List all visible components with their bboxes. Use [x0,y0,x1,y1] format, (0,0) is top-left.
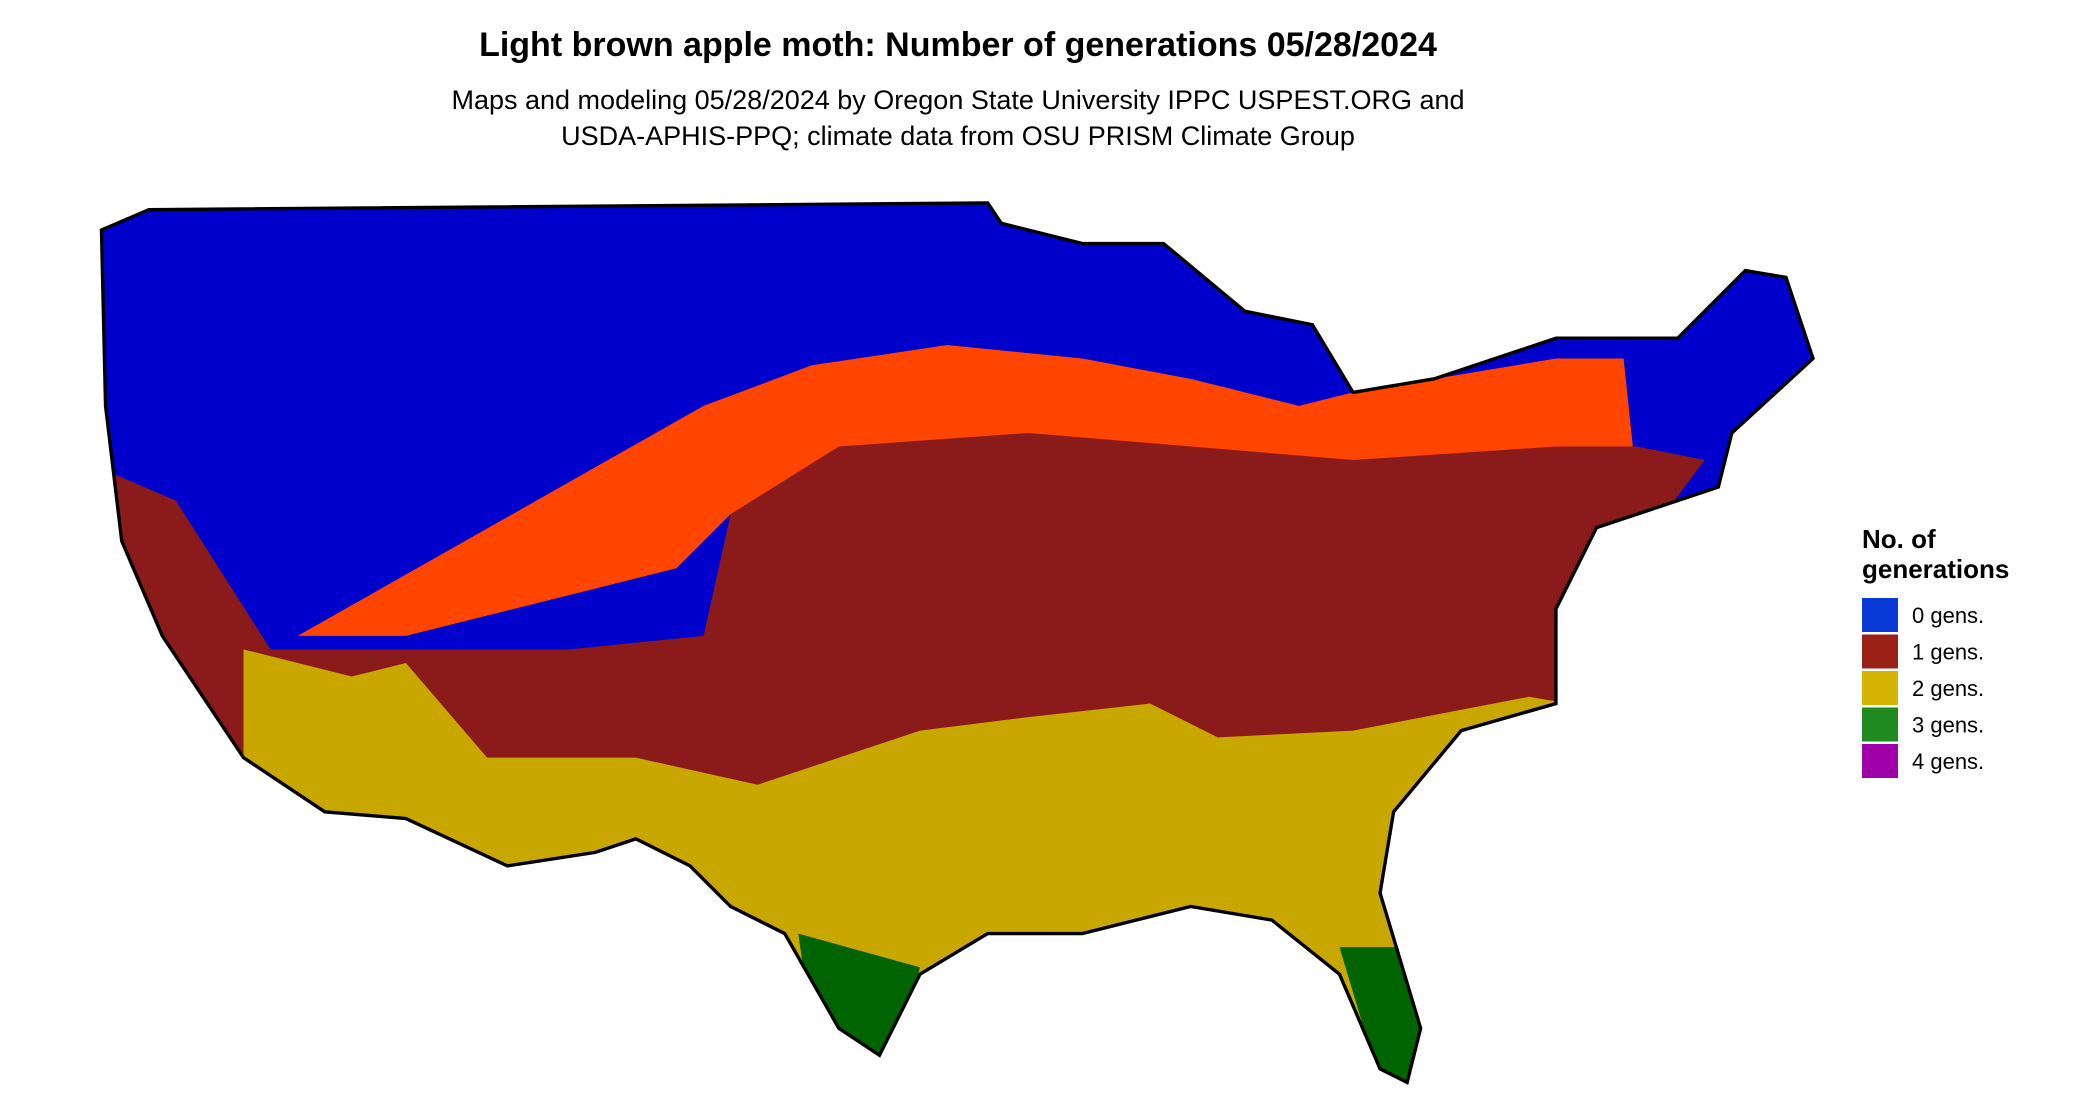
legend: No. of generations 0 gens. 1 gens. 2 gens.… [1862,524,2009,778]
title: Light brown apple moth: Number of genera… [479,26,1437,64]
legend-label: 0 gens. [1912,603,1984,628]
legend-swatch [1862,671,1898,705]
legend-swatch [1862,744,1898,778]
legend-label: 2 gens. [1912,676,1984,701]
map-fill [101,202,1814,1083]
subtitle-line: Maps and modeling 05/28/2024 by Oregon S… [451,85,1464,115]
legend-label: 1 gens. [1912,639,1984,664]
legend-title: generations [1862,554,2009,584]
legend-label: 4 gens. [1912,749,1984,774]
legend-title: No. of [1862,524,1936,554]
subtitle-line: USDA-APHIS-PPQ; climate data from OSU PR… [561,121,1355,151]
legend-label: 3 gens. [1912,712,1984,737]
legend-swatch [1862,634,1898,669]
region-3 [1339,947,1435,1083]
legend-swatch [1862,707,1898,742]
map [99,201,1815,1085]
legend-swatch [1862,598,1898,632]
